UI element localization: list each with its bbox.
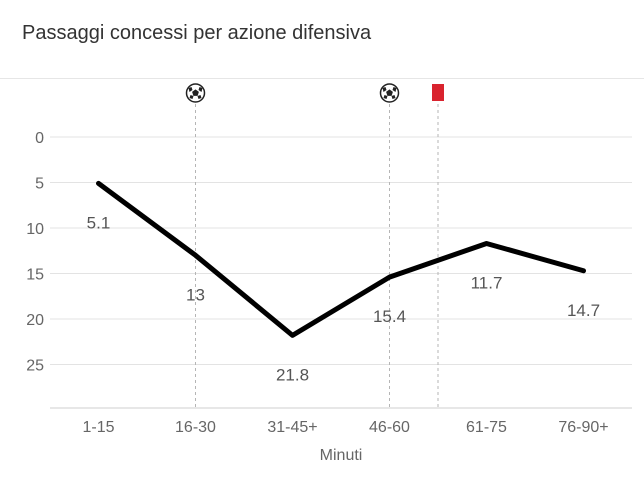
data-point [387, 275, 392, 280]
data-label: 14.7 [567, 301, 600, 320]
x-tick-label: 46-60 [369, 419, 410, 436]
y-tick-label: 5 [35, 176, 44, 193]
data-point [193, 253, 198, 258]
data-label: 11.7 [471, 273, 503, 292]
y-tick-label: 0 [35, 130, 44, 147]
data-point [581, 268, 586, 273]
x-tick-label: 1-15 [82, 419, 114, 436]
red-card-icon [432, 84, 444, 101]
x-axis-title: Minuti [320, 447, 363, 464]
y-tick-label: 10 [26, 221, 44, 238]
series-line [96, 180, 586, 338]
soccer-ball-icon [185, 83, 206, 103]
data-label: 5.1 [87, 213, 111, 232]
y-tick-label: 15 [26, 267, 44, 284]
data-point [484, 241, 489, 246]
data-label: 13 [186, 285, 205, 304]
data-point [96, 181, 101, 186]
data-point [290, 333, 295, 338]
y-tick-label: 25 [26, 358, 44, 375]
title-divider [0, 78, 644, 79]
x-tick-label: 61-75 [466, 419, 507, 436]
data-label: 21.8 [276, 365, 309, 384]
x-tick-label: 16-30 [175, 419, 216, 436]
y-tick-label: 20 [26, 312, 44, 329]
soccer-ball-icon [379, 83, 400, 103]
data-label: 15.4 [373, 307, 406, 326]
chart-title: Passaggi concessi per azione difensiva [22, 22, 372, 44]
x-tick-label: 31-45+ [267, 419, 317, 436]
x-tick-label: 76-90+ [558, 419, 608, 436]
